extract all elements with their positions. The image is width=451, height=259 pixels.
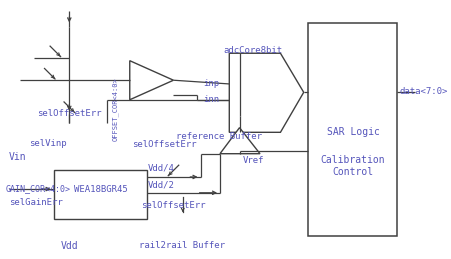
Polygon shape — [129, 61, 173, 100]
Text: Control: Control — [332, 167, 373, 177]
Bar — [54, 170, 147, 219]
Text: inn: inn — [202, 95, 219, 104]
Text: selVinp: selVinp — [29, 139, 67, 148]
Text: selOffsetErr: selOffsetErr — [37, 109, 101, 118]
Text: reference Buffer: reference Buffer — [176, 132, 262, 141]
Text: Vdd/2: Vdd/2 — [147, 181, 174, 190]
Polygon shape — [229, 53, 303, 132]
Text: WEA18BGR45: WEA18BGR45 — [74, 185, 128, 193]
Text: Vin: Vin — [9, 153, 27, 162]
Bar — [308, 24, 396, 236]
Text: selOffsetErr: selOffsetErr — [132, 140, 196, 149]
Text: selOffsetErr: selOffsetErr — [141, 202, 205, 211]
Text: data<7:0>: data<7:0> — [399, 87, 447, 96]
Text: SAR Logic: SAR Logic — [326, 127, 378, 137]
Text: adcCore8bit: adcCore8bit — [222, 46, 281, 55]
Text: inp: inp — [202, 80, 219, 88]
Text: Calibration: Calibration — [320, 155, 384, 165]
Text: selGainErr: selGainErr — [9, 198, 62, 207]
Text: Vref: Vref — [242, 156, 263, 164]
Text: Vdd: Vdd — [60, 241, 78, 251]
Polygon shape — [220, 128, 259, 154]
Text: GAIN_COR<4:0>: GAIN_COR<4:0> — [6, 185, 71, 193]
Text: Vdd/4: Vdd/4 — [147, 163, 174, 172]
Text: rail2rail Buffer: rail2rail Buffer — [139, 241, 225, 250]
Text: OFFSET_COR<4:0>: OFFSET_COR<4:0> — [111, 77, 118, 141]
